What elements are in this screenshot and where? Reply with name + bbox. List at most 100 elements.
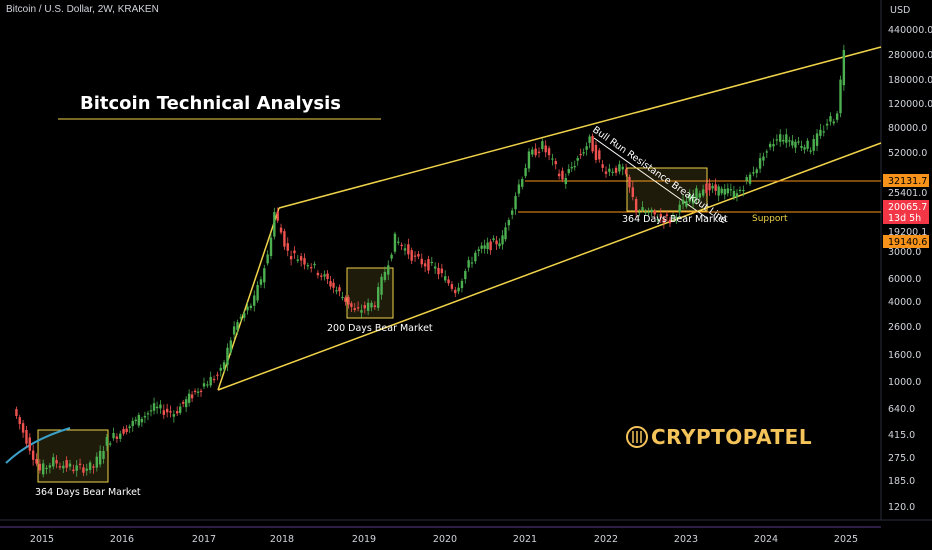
price-candles[interactable] (15, 44, 846, 478)
candle-body (303, 258, 306, 265)
candle-body (732, 190, 736, 198)
candle-body (296, 259, 299, 261)
candle-body (15, 409, 18, 416)
candle-body (433, 266, 437, 269)
candle-body (501, 235, 504, 245)
candle-body (454, 289, 457, 294)
candle-body (397, 241, 400, 243)
logo: CRYPTOPATEL (626, 425, 812, 449)
candle-body (668, 219, 672, 224)
candle-body (143, 415, 147, 418)
candle-body (98, 450, 102, 465)
candle-body (273, 212, 276, 237)
candle-body (390, 254, 393, 259)
candle-body (656, 218, 659, 221)
bear-box-2015 (37, 429, 109, 483)
candle-body (714, 184, 717, 191)
candle-body (775, 139, 779, 141)
price-tick-label: 440000.0 (888, 25, 932, 36)
candle-body (279, 227, 283, 233)
price-tick-label: 25401.0 (888, 188, 927, 199)
candle-body (450, 284, 454, 289)
candle-body (483, 245, 486, 249)
candle-body (92, 466, 95, 468)
candle-body (675, 217, 678, 219)
candle-body (341, 296, 344, 299)
candle-body (745, 177, 748, 181)
candle-body (507, 220, 511, 226)
candle-body (105, 436, 109, 446)
candle-body (353, 308, 356, 311)
candle-body (122, 429, 125, 434)
candle-body (377, 287, 380, 308)
candle-body (467, 260, 470, 268)
candle-body (492, 238, 495, 240)
candle-body (711, 185, 714, 189)
candle-body (695, 188, 698, 200)
candle-body (72, 469, 75, 472)
candle-body (582, 152, 585, 154)
candle-body (601, 164, 604, 168)
candle-body (498, 243, 501, 247)
price-tag-bg (883, 174, 929, 187)
candle-body (457, 287, 460, 292)
candle-body (521, 179, 524, 187)
logo-bars-icon (632, 431, 642, 443)
candle-body (283, 231, 286, 247)
candle-body (806, 140, 809, 149)
candle-body (638, 211, 641, 214)
candle-body (313, 263, 316, 266)
candle-body (387, 265, 390, 275)
candle-body (176, 411, 179, 414)
price-tick-label: 640.0 (888, 404, 915, 415)
candle-body (812, 139, 815, 151)
candle-body (701, 189, 705, 196)
candle-body (688, 193, 691, 202)
price-tick-label: 415.0 (888, 430, 915, 441)
candle-body (58, 466, 62, 468)
candle-body (112, 432, 115, 439)
logo-text: CRYPTOPATEL (651, 425, 812, 449)
candle-body (293, 250, 296, 254)
time-tick-label: 2022 (594, 534, 618, 545)
candle-body (249, 305, 253, 308)
candle-body (206, 384, 209, 386)
candle-body (691, 194, 695, 204)
time-tick-label: 2020 (433, 534, 457, 545)
annotation-bear-2019: 200 Days Bear Market (327, 323, 433, 334)
candle-body (782, 139, 785, 142)
candle-body (212, 378, 216, 381)
candle-body (178, 406, 182, 413)
time-tick-label: 2015 (30, 534, 54, 545)
candle-body (430, 261, 433, 264)
candle-body (464, 271, 467, 280)
candle-body (440, 268, 444, 274)
candle-body (366, 302, 370, 311)
candle-body (825, 123, 829, 126)
candle-body (618, 164, 621, 172)
candle-body (723, 188, 726, 195)
price-tick-label: 275.0 (888, 453, 915, 464)
candle-body (165, 408, 169, 413)
candle-body (193, 390, 197, 393)
candle-body (470, 262, 474, 264)
candle-body (190, 394, 194, 399)
candle-body (383, 271, 387, 281)
candle-body (822, 131, 825, 133)
candle-body (169, 411, 172, 413)
candle-body (52, 457, 55, 467)
candle-body (286, 243, 289, 251)
candle-body (477, 249, 480, 252)
candle-body (222, 362, 226, 370)
price-tick-label: 180000.0 (888, 75, 932, 86)
candle-body (653, 210, 656, 215)
candle-body (788, 140, 791, 142)
candle-body (752, 172, 755, 174)
candle-body (75, 465, 78, 471)
candle-body (363, 305, 366, 309)
price-tick-label: 3000.0 (888, 247, 921, 258)
candle-body (82, 467, 85, 473)
candle-body (480, 245, 483, 249)
candle-body (28, 437, 31, 451)
